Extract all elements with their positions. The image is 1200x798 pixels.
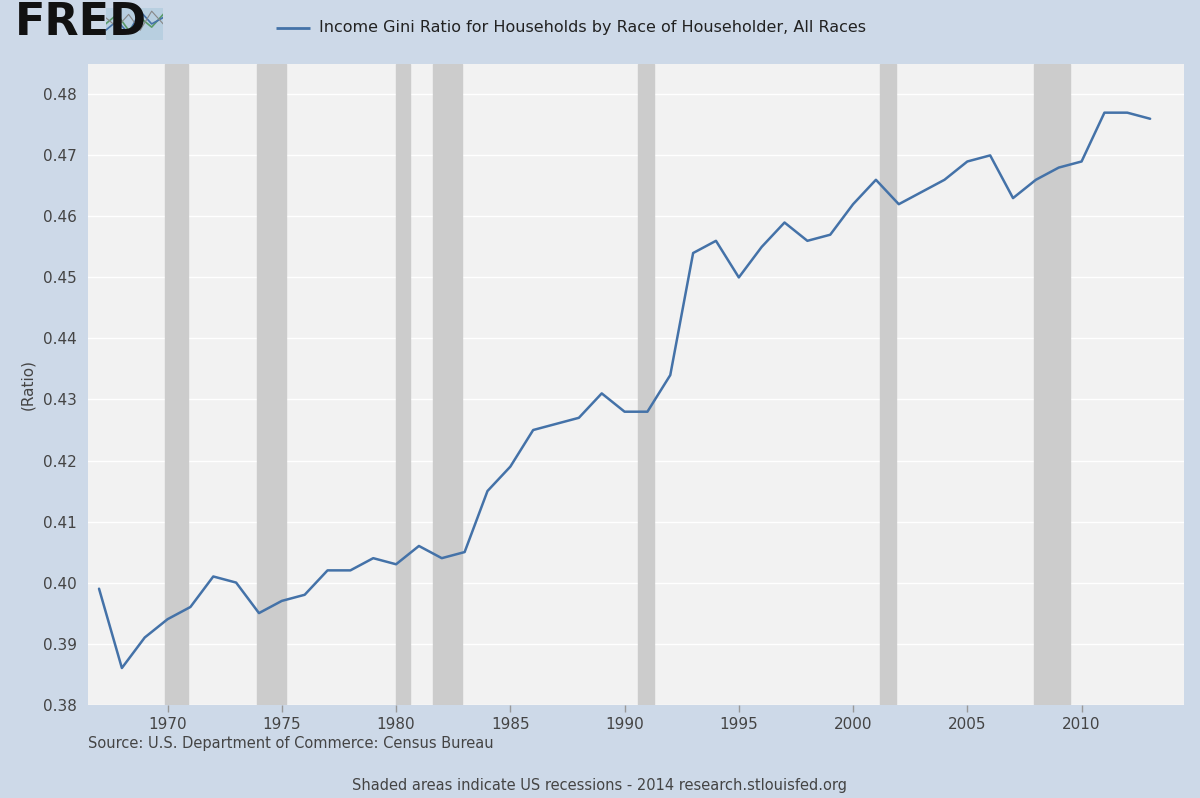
Bar	[433, 64, 462, 705]
Bar	[166, 64, 188, 705]
Y-axis label: (Ratio): (Ratio)	[20, 359, 35, 409]
Bar	[638, 64, 654, 705]
Bar	[1033, 64, 1070, 705]
Text: Shaded areas indicate US recessions - 2014 research.stlouisfed.org: Shaded areas indicate US recessions - 20…	[353, 778, 847, 793]
Text: Income Gini Ratio for Households by Race of Householder, All Races: Income Gini Ratio for Households by Race…	[319, 21, 866, 35]
Bar	[881, 64, 896, 705]
Text: Source: U.S. Department of Commerce: Census Bureau: Source: U.S. Department of Commerce: Cen…	[88, 736, 493, 751]
Bar	[257, 64, 287, 705]
Bar	[396, 64, 409, 705]
Text: FRED: FRED	[14, 1, 146, 44]
